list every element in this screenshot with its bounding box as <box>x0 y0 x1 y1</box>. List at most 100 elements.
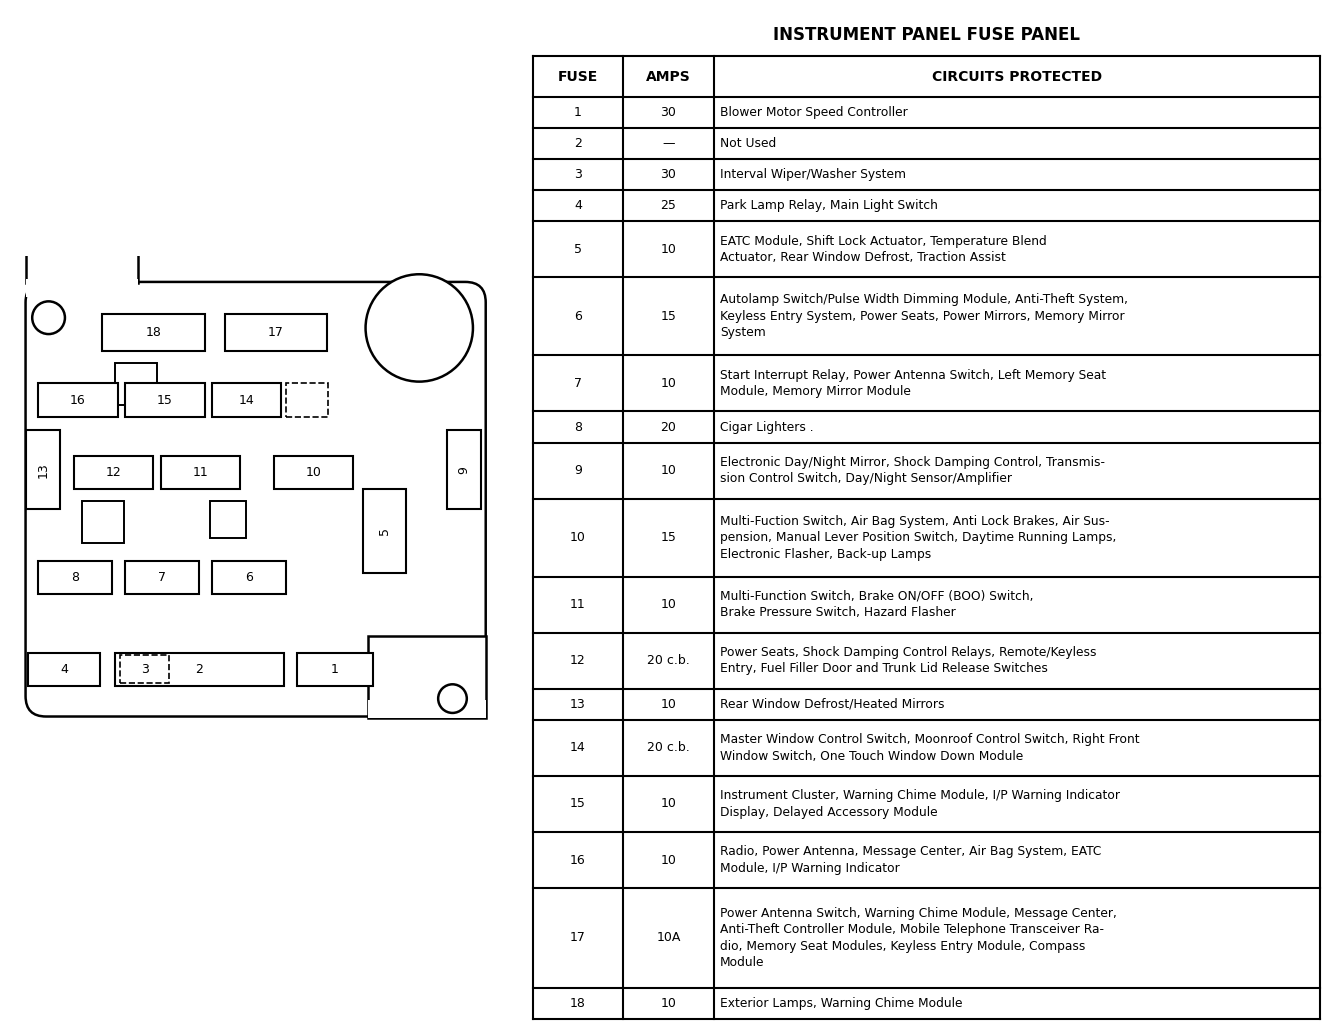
Text: 10: 10 <box>660 464 676 477</box>
Text: CIRCUITS PROTECTED: CIRCUITS PROTECTED <box>932 70 1102 84</box>
Text: 1: 1 <box>331 663 339 676</box>
Text: 8: 8 <box>574 421 582 433</box>
Text: 10A: 10A <box>656 932 681 944</box>
Text: 11: 11 <box>570 598 586 611</box>
Circle shape <box>365 274 473 382</box>
Text: 8: 8 <box>72 570 80 584</box>
Text: Interval Wiper/Washer System: Interval Wiper/Washer System <box>720 168 906 181</box>
Text: Multi-Fuction Switch, Air Bag System, Anti Lock Brakes, Air Sus-
pension, Manual: Multi-Fuction Switch, Air Bag System, An… <box>720 515 1117 560</box>
Text: 3: 3 <box>141 663 149 676</box>
Text: 18: 18 <box>146 326 161 339</box>
Bar <box>116 652 284 686</box>
Text: 5: 5 <box>574 243 582 256</box>
Text: 15: 15 <box>660 310 676 323</box>
Bar <box>274 456 353 489</box>
Text: 17: 17 <box>570 932 586 944</box>
Bar <box>363 489 406 573</box>
Text: 10: 10 <box>660 854 676 866</box>
Bar <box>28 652 100 686</box>
Bar <box>125 560 199 594</box>
Text: 10: 10 <box>660 996 676 1010</box>
Text: 6: 6 <box>246 570 254 584</box>
Text: 16: 16 <box>70 393 86 407</box>
Bar <box>368 699 486 718</box>
Text: 1: 1 <box>574 105 582 119</box>
Text: Start Interrupt Relay, Power Antenna Switch, Left Memory Seat
Module, Memory Mir: Start Interrupt Relay, Power Antenna Swi… <box>720 369 1106 398</box>
Text: 10: 10 <box>305 466 321 479</box>
Bar <box>210 501 247 538</box>
Text: 20: 20 <box>660 421 676 433</box>
Bar <box>74 456 154 489</box>
Text: Park Lamp Relay, Main Light Switch: Park Lamp Relay, Main Light Switch <box>720 200 938 212</box>
Text: 12: 12 <box>106 466 122 479</box>
Text: 18: 18 <box>570 996 586 1010</box>
Text: 2: 2 <box>195 663 203 676</box>
Bar <box>25 430 60 510</box>
Bar <box>25 247 138 283</box>
Text: AMPS: AMPS <box>645 70 691 84</box>
Bar <box>212 560 287 594</box>
Text: 15: 15 <box>157 393 173 407</box>
Text: Multi-Function Switch, Brake ON/OFF (BOO) Switch,
Brake Pressure Switch, Hazard : Multi-Function Switch, Brake ON/OFF (BOO… <box>720 590 1033 620</box>
Text: 7: 7 <box>158 570 166 584</box>
Text: 30: 30 <box>660 168 676 181</box>
Text: Radio, Power Antenna, Message Center, Air Bag System, EATC
Module, I/P Warning I: Radio, Power Antenna, Message Center, Ai… <box>720 845 1101 874</box>
Text: 14: 14 <box>570 741 586 755</box>
Text: Power Antenna Switch, Warning Chime Module, Message Center,
Anti-Theft Controlle: Power Antenna Switch, Warning Chime Modu… <box>720 906 1117 969</box>
Text: INSTRUMENT PANEL FUSE PANEL: INSTRUMENT PANEL FUSE PANEL <box>773 26 1080 44</box>
Text: Master Window Control Switch, Moonroof Control Switch, Right Front
Window Switch: Master Window Control Switch, Moonroof C… <box>720 733 1139 763</box>
Text: 13: 13 <box>36 462 49 477</box>
Text: 9: 9 <box>457 466 470 474</box>
Text: 16: 16 <box>570 854 586 866</box>
Text: 20 c.b.: 20 c.b. <box>647 654 689 668</box>
Bar <box>82 501 124 543</box>
Text: 6: 6 <box>574 310 582 323</box>
Bar <box>224 314 327 351</box>
Text: 9: 9 <box>574 464 582 477</box>
Bar <box>448 430 481 510</box>
Bar <box>161 456 240 489</box>
Text: 17: 17 <box>268 326 284 339</box>
Text: Electronic Day/Night Mirror, Shock Damping Control, Transmis-
sion Control Switc: Electronic Day/Night Mirror, Shock Dampi… <box>720 456 1105 485</box>
Text: 10: 10 <box>660 598 676 611</box>
Text: 15: 15 <box>570 798 586 810</box>
Text: 10: 10 <box>660 697 676 711</box>
Text: EATC Module, Shift Lock Actuator, Temperature Blend
Actuator, Rear Window Defros: EATC Module, Shift Lock Actuator, Temper… <box>720 234 1046 264</box>
Bar <box>120 655 169 683</box>
Bar <box>25 280 138 297</box>
Text: 13: 13 <box>570 697 586 711</box>
Bar <box>287 383 328 418</box>
Text: 10: 10 <box>570 531 586 544</box>
Bar <box>368 636 486 718</box>
Bar <box>125 383 205 418</box>
Bar <box>39 560 113 594</box>
Bar <box>212 383 282 418</box>
Text: 14: 14 <box>239 393 255 407</box>
Text: 7: 7 <box>574 377 582 390</box>
Text: Power Seats, Shock Damping Control Relays, Remote/Keyless
Entry, Fuel Filler Doo: Power Seats, Shock Damping Control Relay… <box>720 646 1097 676</box>
Text: 2: 2 <box>574 137 582 151</box>
Circle shape <box>32 301 65 334</box>
Text: 5: 5 <box>378 527 392 536</box>
Text: 4: 4 <box>574 200 582 212</box>
Text: FUSE: FUSE <box>558 70 598 84</box>
Bar <box>296 652 373 686</box>
Text: 10: 10 <box>660 798 676 810</box>
Text: Exterior Lamps, Warning Chime Module: Exterior Lamps, Warning Chime Module <box>720 996 963 1010</box>
Text: Instrument Cluster, Warning Chime Module, I/P Warning Indicator
Display, Delayed: Instrument Cluster, Warning Chime Module… <box>720 790 1120 819</box>
Circle shape <box>438 684 467 713</box>
Text: Blower Motor Speed Controller: Blower Motor Speed Controller <box>720 105 908 119</box>
Text: Cigar Lighters .: Cigar Lighters . <box>720 421 814 433</box>
Bar <box>102 314 205 351</box>
Text: 15: 15 <box>660 531 676 544</box>
Text: 30: 30 <box>660 105 676 119</box>
Text: 12: 12 <box>570 654 586 668</box>
FancyBboxPatch shape <box>25 282 486 717</box>
Text: 20 c.b.: 20 c.b. <box>647 741 689 755</box>
Text: —: — <box>663 137 675 151</box>
Text: 11: 11 <box>193 466 208 479</box>
Text: 25: 25 <box>660 200 676 212</box>
Text: 4: 4 <box>60 663 68 676</box>
Text: Not Used: Not Used <box>720 137 777 151</box>
Text: 10: 10 <box>660 377 676 390</box>
